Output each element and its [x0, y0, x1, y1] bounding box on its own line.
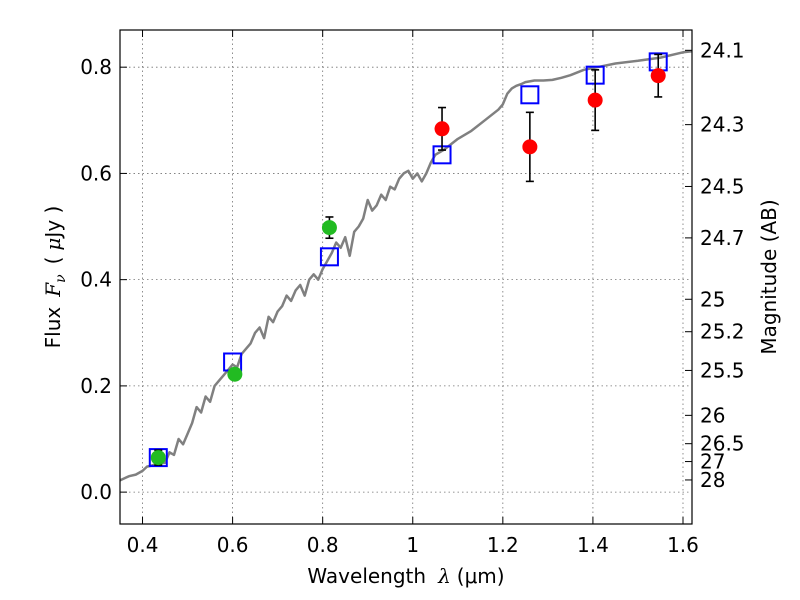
right-tick-label: 24.5	[700, 174, 745, 198]
axes: 0.4 0.6 0.8 1 1.2 1.4 1.6 0.0 0.2 0.4 0.6 0.8 24.1 24…	[80, 30, 745, 557]
right-tick-label: 28	[700, 468, 725, 492]
y-tick-label: 0.8	[80, 55, 112, 79]
observed-point	[650, 68, 666, 84]
x-tick-label: 1.2	[487, 533, 519, 557]
right-axis-label: Magnitude (AB)	[757, 199, 781, 354]
x-tick-label: 1	[406, 533, 419, 557]
y-tick-label: 0.0	[80, 480, 112, 504]
model-photometry-square	[319, 247, 339, 267]
x-tick-label: 0.8	[307, 533, 339, 557]
x-tick-label: 0.4	[127, 533, 159, 557]
y-tick-label: 0.2	[80, 374, 112, 398]
y-tick-label: 0.4	[80, 268, 112, 292]
right-tick-label: 26	[700, 403, 725, 427]
y-tick-label: 0.6	[80, 161, 112, 185]
observed-point	[434, 121, 450, 137]
right-tick-label: 25.2	[700, 320, 745, 344]
right-tick-label: 26.5	[700, 432, 745, 456]
observed-point	[321, 220, 337, 236]
observed-point	[587, 92, 603, 108]
y-axis-label: FluxFν(μJy )	[41, 206, 69, 349]
model-spectrum-line	[119, 49, 693, 482]
plot-series	[119, 49, 693, 482]
plot-frame	[119, 29, 693, 525]
x-axis-label: Wavelength λ (μm)	[307, 564, 504, 588]
right-tick-label: 27	[700, 450, 725, 474]
model-photometry-square	[520, 85, 540, 105]
x-tick-label: 1.6	[667, 533, 699, 557]
right-tick-label: 24.3	[700, 113, 745, 137]
right-tick-label: 25.5	[700, 358, 745, 382]
observed-point	[227, 366, 243, 382]
x-tick-label: 0.6	[217, 533, 249, 557]
right-tick-label: 24.1	[700, 38, 745, 62]
right-tick-label: 24.7	[700, 226, 745, 250]
x-tick-label: 1.4	[577, 533, 609, 557]
observed-point	[522, 139, 538, 155]
model-photometry-square	[148, 448, 168, 468]
observed-point	[150, 450, 166, 466]
right-tick-label: 25	[700, 287, 725, 311]
grid	[120, 30, 692, 524]
